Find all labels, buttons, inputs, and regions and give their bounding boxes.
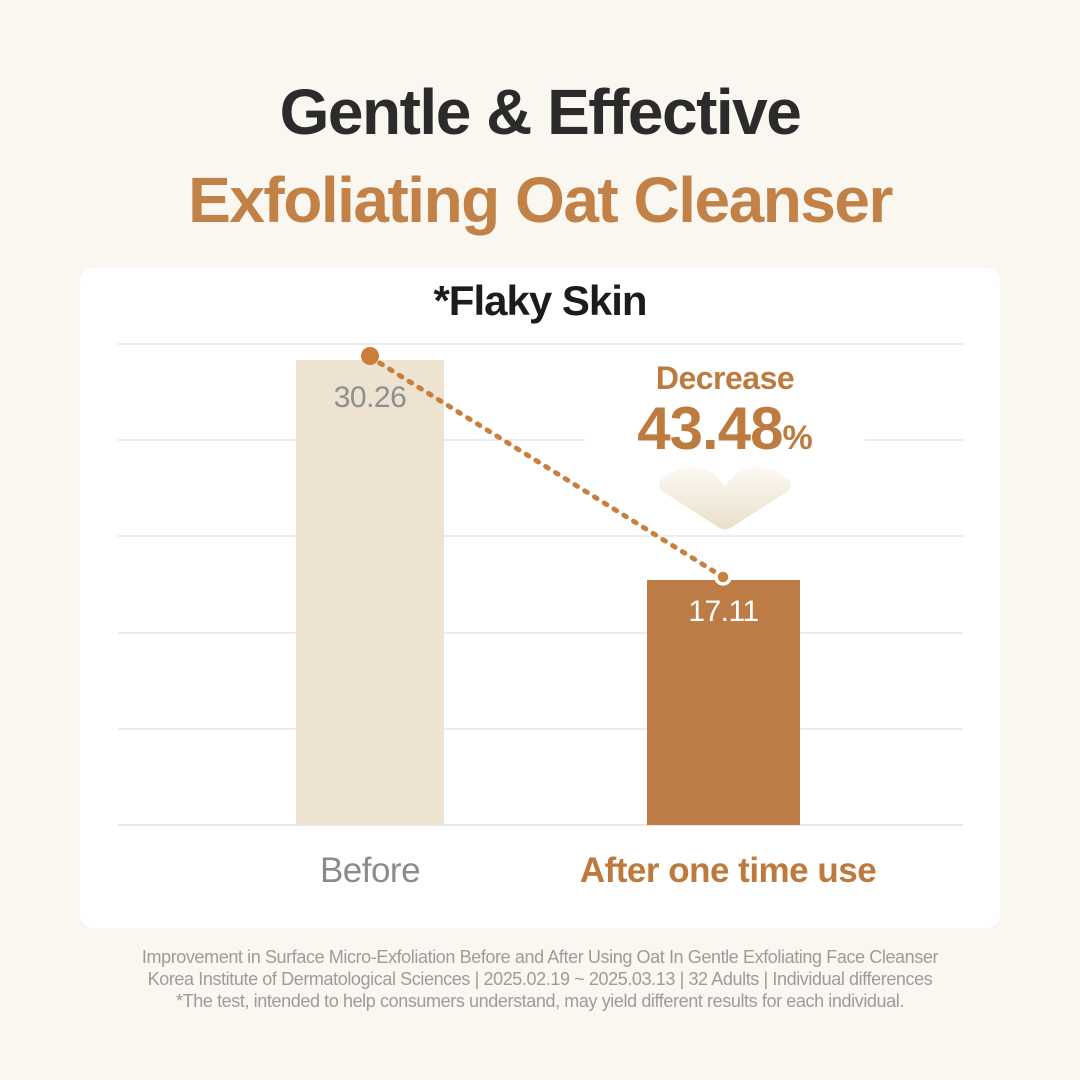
category-label-after: After one time use [579, 851, 877, 890]
bar-before: 30.26 [296, 360, 444, 825]
category-label-before: Before [319, 851, 421, 890]
decrease-label: Decrease [655, 360, 795, 396]
bar-before-value: 30.26 [333, 381, 407, 414]
page-title: Gentle & Effective Exfoliating Oat Clean… [0, 68, 1080, 244]
gridline [118, 535, 963, 537]
gridline [118, 728, 963, 730]
decrease-value: 43.48% [585, 398, 865, 469]
bar-after-value: 17.11 [688, 595, 759, 628]
gridline [118, 632, 963, 634]
title-line-2: Exfoliating Oat Cleanser [188, 164, 893, 236]
bar-after: 17.11 [647, 580, 800, 825]
baseline-gridline [118, 824, 963, 826]
footer-line-2: Korea Institute of Dermatological Scienc… [147, 969, 933, 989]
footer-line-3: *The test, intended to help consumers un… [176, 991, 904, 1011]
percent-sign: % [782, 419, 813, 457]
footer-disclaimer: Improvement in Surface Micro-Exfoliation… [0, 946, 1080, 1012]
chart-title: *Flaky Skin [433, 277, 647, 324]
gridline [118, 343, 963, 345]
decrease-annotation: Decrease 43.48% [585, 358, 865, 469]
decrease-percent-number: 43.48 [637, 395, 783, 462]
title-line-1: Gentle & Effective [279, 76, 802, 148]
footer-line-1: Improvement in Surface Micro-Exfoliation… [141, 947, 939, 967]
